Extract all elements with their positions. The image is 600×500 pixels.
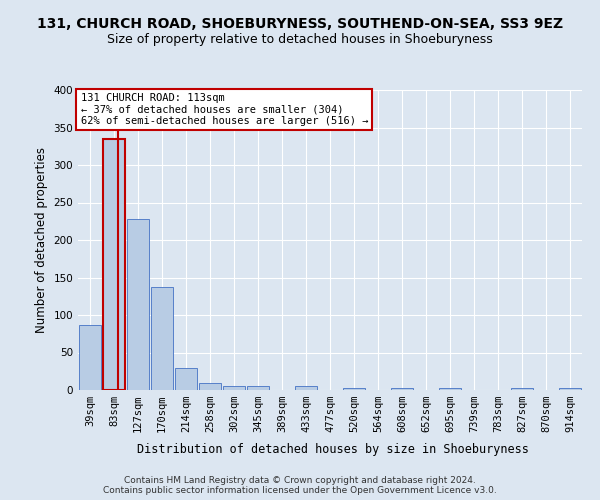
Text: 131, CHURCH ROAD, SHOEBURYNESS, SOUTHEND-ON-SEA, SS3 9EZ: 131, CHURCH ROAD, SHOEBURYNESS, SOUTHEND…: [37, 18, 563, 32]
Bar: [103, 138, 125, 390]
Bar: [439, 388, 461, 390]
Bar: [343, 388, 365, 390]
Bar: [151, 287, 173, 390]
Text: Contains HM Land Registry data © Crown copyright and database right 2024.
Contai: Contains HM Land Registry data © Crown c…: [103, 476, 497, 495]
Bar: [103, 138, 125, 390]
Bar: [127, 219, 149, 390]
Bar: [559, 388, 581, 390]
Bar: [199, 382, 221, 390]
Bar: [247, 386, 269, 390]
Bar: [79, 325, 101, 390]
Bar: [175, 368, 197, 390]
Bar: [295, 386, 317, 390]
Bar: [511, 388, 533, 390]
Text: 131 CHURCH ROAD: 113sqm
← 37% of detached houses are smaller (304)
62% of semi-d: 131 CHURCH ROAD: 113sqm ← 37% of detache…: [80, 93, 368, 126]
Text: Size of property relative to detached houses in Shoeburyness: Size of property relative to detached ho…: [107, 32, 493, 46]
Text: Distribution of detached houses by size in Shoeburyness: Distribution of detached houses by size …: [137, 442, 529, 456]
Bar: [223, 386, 245, 390]
Bar: [391, 388, 413, 390]
Y-axis label: Number of detached properties: Number of detached properties: [35, 147, 48, 333]
